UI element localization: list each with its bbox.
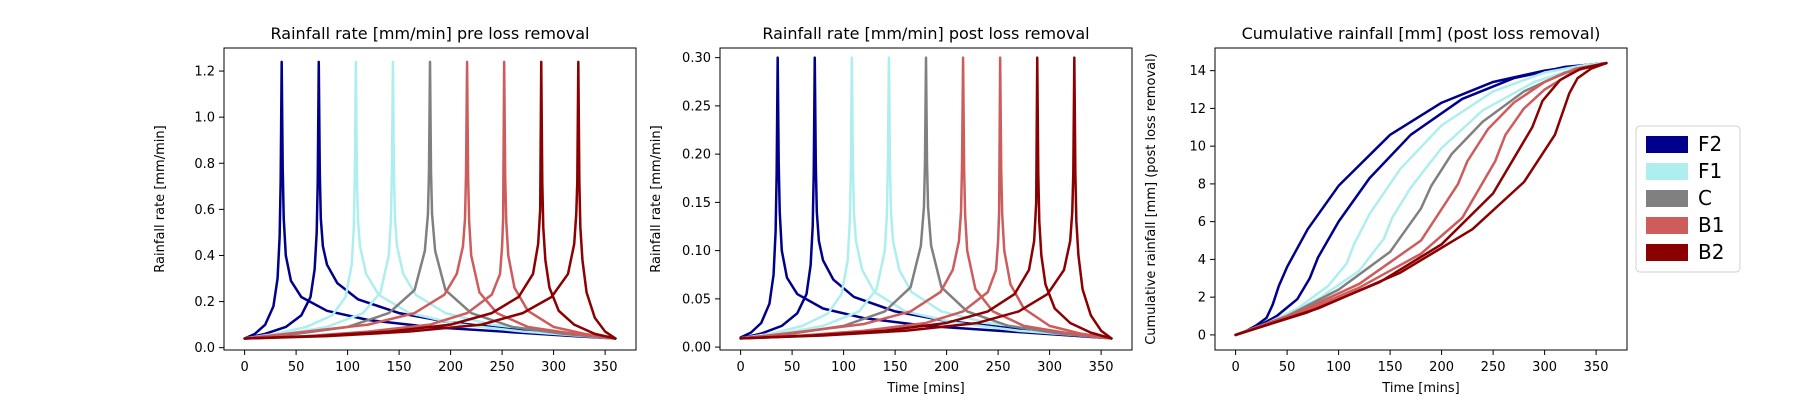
x-tick-label: 100 (335, 360, 360, 375)
y-tick-label: 14 (1189, 64, 1206, 79)
y-tick-label: 0.20 (682, 148, 711, 163)
y-tick-label: 0.00 (682, 341, 711, 356)
y-tick-label: 6 (1198, 215, 1206, 230)
x-tick-label: 200 (934, 360, 959, 375)
x-tick-label: 50 (288, 360, 305, 375)
x-tick-label: 250 (986, 360, 1011, 375)
legend-swatch-c (1646, 190, 1688, 207)
x-tick-label: 150 (1378, 360, 1403, 375)
x-tick-label: 300 (541, 360, 566, 375)
y-tick-label: 0.4 (194, 249, 215, 264)
legend-label-c: C (1698, 186, 1712, 210)
legend-swatch-f2 (1646, 136, 1688, 153)
y-tick-label: 0.6 (194, 203, 215, 218)
series-line-f1-peak-144 (1234, 61, 1608, 337)
axes-frame (223, 47, 637, 351)
x-tick-label: 200 (1429, 360, 1454, 375)
chart-title: Cumulative rainfall [mm] (post loss remo… (1242, 24, 1601, 43)
series-line-b2-peak-324 (739, 56, 1113, 340)
series-line-b2-peak-288 (739, 56, 1113, 340)
series-line-b2-peak-288 (243, 60, 617, 340)
y-tick-label: 12 (1189, 102, 1206, 117)
axes-frame (1214, 47, 1628, 351)
x-tick-label: 150 (883, 360, 908, 375)
axes-frame (719, 47, 1133, 351)
series-line-b1-peak-252 (739, 56, 1113, 340)
x-tick-label: 100 (1326, 360, 1351, 375)
x-tick-label: 250 (1481, 360, 1506, 375)
y-tick-label: 0.25 (682, 99, 711, 114)
series-line-b2-peak-324 (1234, 61, 1608, 337)
series-line-c-peak-180 (243, 60, 617, 340)
y-tick-label: 0.10 (682, 244, 711, 259)
series-lines (739, 56, 1113, 340)
y-tick-label: 10 (1189, 140, 1206, 155)
x-tick-label: 350 (593, 360, 618, 375)
x-tick-label: 300 (1532, 360, 1557, 375)
x-tick-label: 200 (438, 360, 463, 375)
series-line-b2-peak-324 (243, 60, 617, 340)
legend-label-f2: F2 (1698, 132, 1722, 156)
series-line-f1-peak-108 (243, 60, 617, 340)
y-axis-label: Cumulative rainfall [mm] (post loss remo… (1144, 53, 1159, 345)
legend-label-f1: F1 (1698, 159, 1722, 183)
x-tick-label: 250 (490, 360, 515, 375)
legend-label-b2: B2 (1698, 240, 1724, 264)
y-tick-label: 0.2 (194, 295, 215, 310)
panel-pre-loss-rainfall-rate: 0 50 100 150 200 250 300 350 0.0 0.2 0.4 0.6 0.8 1.0 1… (153, 24, 637, 375)
x-tick-label: 50 (1279, 360, 1296, 375)
y-tick-label: 2 (1198, 291, 1206, 306)
x-tick-label: 50 (784, 360, 801, 375)
x-axis-label: Time [mins] (886, 381, 964, 396)
series-line-b1-peak-216 (1234, 61, 1608, 337)
series-line-f1-peak-144 (739, 56, 1113, 340)
series-line-f2-peak-36 (1234, 61, 1608, 337)
y-tick-label: 1.2 (194, 65, 215, 80)
y-tick-label: 0.8 (194, 157, 215, 172)
y-tick-label: 0.15 (682, 196, 711, 211)
series-line-b1-peak-252 (1234, 61, 1608, 337)
series-line-b1-peak-216 (739, 56, 1113, 340)
panel-post-loss-rainfall-rate: 0 50 100 150 200 250 300 350 0.00 0.05 0.10 0.15 0.2… (649, 24, 1133, 396)
chart-title: Rainfall rate [mm/min] post loss removal (762, 24, 1089, 43)
series-line-f1-peak-144 (243, 60, 617, 340)
series-line-b1-peak-252 (243, 60, 617, 340)
legend-swatch-b2 (1646, 244, 1688, 261)
series-lines (1234, 61, 1608, 337)
series-line-c-peak-180 (1234, 61, 1608, 337)
x-tick-label: 100 (831, 360, 856, 375)
y-tick-label: 4 (1198, 253, 1206, 268)
legend-swatch-b1 (1646, 217, 1688, 234)
y-axis-label: Rainfall rate [mm/min] (153, 125, 168, 272)
x-tick-label: 300 (1037, 360, 1062, 375)
x-tick-label: 0 (1231, 360, 1239, 375)
y-tick-label: 8 (1198, 177, 1206, 192)
y-axis-label: Rainfall rate [mm/min] (649, 125, 664, 272)
y-tick-label: 0.05 (682, 292, 711, 307)
legend-label-b1: B1 (1698, 213, 1724, 237)
x-tick-label: 350 (1089, 360, 1114, 375)
x-tick-label: 0 (736, 360, 744, 375)
x-axis-label: Time [mins] (1381, 381, 1459, 396)
panel-cumulative-rainfall: 0 50 100 150 200 250 300 350 0 2 4 6 8 10 12 14 Cumulati… (1144, 24, 1628, 396)
chart-title: Rainfall rate [mm/min] pre loss removal (271, 24, 590, 43)
series-line-b2-peak-288 (1234, 61, 1608, 337)
series-line-b1-peak-216 (243, 60, 617, 340)
legend-swatch-f1 (1646, 163, 1688, 180)
series-line-f2-peak-72 (1234, 61, 1608, 337)
series-lines (243, 60, 617, 340)
series-line-f1-peak-108 (739, 56, 1113, 340)
legend: F2 F1 C B1 B2 (1635, 125, 1741, 273)
series-line-f1-peak-108 (1234, 61, 1608, 337)
series-line-c-peak-180 (739, 56, 1113, 340)
y-tick-label: 0.0 (194, 341, 215, 356)
y-tick-label: 0 (1198, 328, 1206, 343)
x-tick-label: 350 (1584, 360, 1609, 375)
x-tick-label: 0 (240, 360, 248, 375)
y-tick-label: 1.0 (194, 111, 215, 126)
x-tick-label: 150 (387, 360, 412, 375)
y-tick-label: 0.30 (682, 51, 711, 66)
